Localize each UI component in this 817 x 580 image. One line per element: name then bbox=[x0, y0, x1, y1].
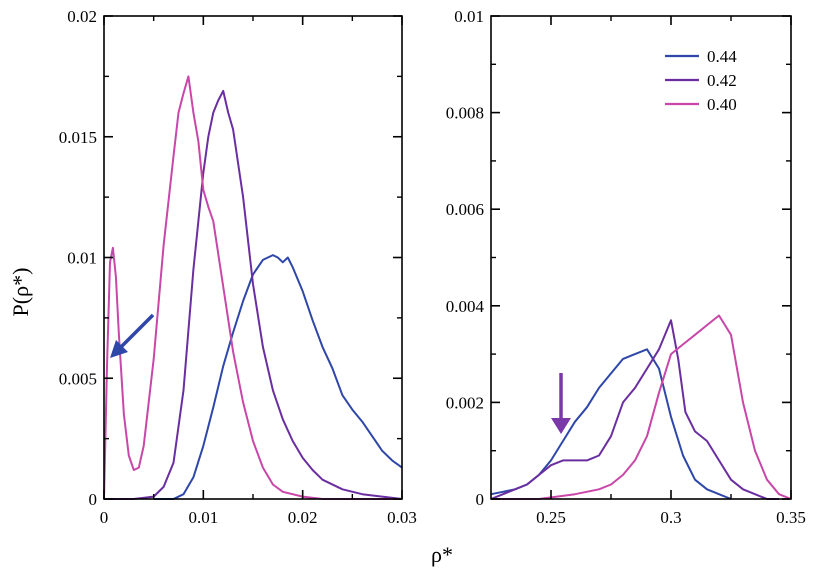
left-x-tick-label: 0.02 bbox=[288, 508, 318, 527]
right-y-tick-label: 0.002 bbox=[446, 393, 484, 412]
x-axis-label: ρ* bbox=[431, 542, 453, 567]
legend-label-0.44: 0.44 bbox=[707, 47, 737, 66]
right-y-tick-label: 0.01 bbox=[454, 7, 484, 26]
left-series-line-0.44 bbox=[153, 254, 403, 500]
left-x-tick-label: 0.01 bbox=[188, 508, 218, 527]
legend-label-0.42: 0.42 bbox=[707, 71, 737, 90]
right-plot-frame bbox=[490, 15, 792, 500]
left-y-tick-label: 0.02 bbox=[67, 7, 97, 26]
right-series-line-0.44 bbox=[490, 348, 732, 500]
right-y-tick-label: 0.006 bbox=[446, 200, 484, 219]
left-y-tick-label: 0.015 bbox=[59, 128, 97, 147]
arrow-left-head bbox=[110, 340, 128, 358]
left-y-tick-label: 0.01 bbox=[67, 249, 97, 268]
left-x-tick-label: 0.03 bbox=[387, 508, 417, 527]
y-axis-label: P(ρ*) bbox=[8, 268, 33, 317]
legend-label-0.40: 0.40 bbox=[707, 95, 737, 114]
right-series-line-0.42 bbox=[490, 319, 779, 500]
left-panel: 0 0.01 0.02 0.03 0 0.005 0.01 0.015 0.02 bbox=[59, 7, 417, 527]
arrow-right-head bbox=[551, 418, 571, 434]
right-y-tick-label: 0 bbox=[476, 490, 485, 509]
left-series-line-0.40 bbox=[103, 75, 402, 500]
left-series-line-0.42 bbox=[104, 89, 403, 500]
right-y-tick-label: 0.008 bbox=[446, 104, 484, 123]
left-y-tick-label: 0.005 bbox=[59, 369, 97, 388]
right-x-tick-label: 0.35 bbox=[776, 508, 806, 527]
right-y-tick-label: 0.004 bbox=[446, 297, 485, 316]
right-x-tick-label: 0.3 bbox=[660, 508, 681, 527]
right-series-line-0.40 bbox=[491, 314, 792, 500]
right-x-tick-label: 0.25 bbox=[536, 508, 566, 527]
arrow-left-shaft bbox=[116, 313, 155, 352]
annotation-arrows bbox=[110, 313, 571, 434]
left-y-tick-label: 0 bbox=[89, 490, 98, 509]
left-plot-frame bbox=[103, 15, 403, 500]
left-x-tick-label: 0 bbox=[100, 508, 109, 527]
right-panel: 0.25 0.3 0.35 0 0.002 0.004 0.006 0.008 0.01 0.44… bbox=[446, 7, 806, 527]
